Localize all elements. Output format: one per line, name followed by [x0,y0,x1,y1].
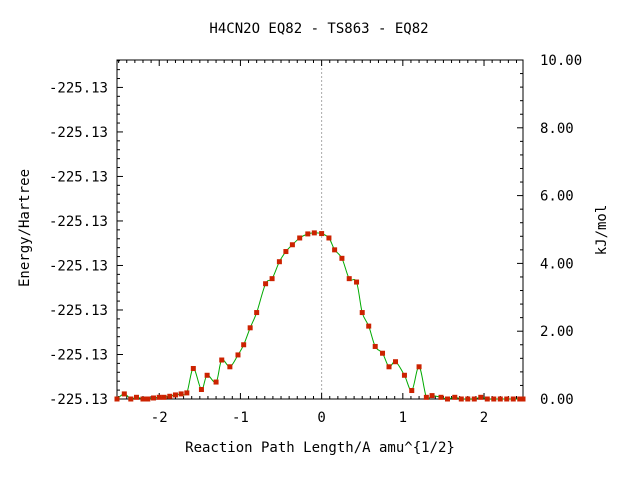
left-tick-label: -225.13 [49,347,108,363]
left-tick-label: -225.13 [49,125,108,141]
data-point [145,396,151,402]
data-point [484,396,490,402]
data-point [190,365,196,371]
right-tick-label: 8.00 [540,121,574,137]
data-point [332,247,338,253]
right-axis-ticks: 0.00 2.00 4.00 6.00 8.00 10.00 [517,53,582,408]
x-tick-label: -1 [232,410,249,426]
data-point [269,276,275,282]
data-point [326,235,332,241]
data-point [114,396,120,402]
x-tick-label: -2 [151,410,168,426]
data-point [247,325,253,331]
x-tick-label: 2 [480,410,488,426]
energy-series [114,230,526,402]
data-point [359,310,365,316]
data-point [465,396,471,402]
right-tick-label: 4.00 [540,256,574,272]
data-point [429,393,435,399]
data-point [161,394,167,400]
data-point [235,352,241,358]
data-point [289,242,295,248]
data-point [471,396,477,402]
data-point [510,396,516,402]
data-point [366,323,372,329]
data-point [372,343,378,349]
data-point [491,396,497,402]
data-point [354,279,360,285]
data-point [241,342,247,348]
data-point [520,396,526,402]
x-axis-label: Reaction Path Length/A amu^{1/2} [185,440,455,456]
left-tick-label: -225.13 [49,169,108,185]
data-point [297,235,303,241]
data-point [438,394,444,400]
data-point [504,396,510,402]
data-point [219,357,225,363]
data-point [121,391,127,397]
data-point [198,387,204,393]
data-point [339,255,345,261]
left-tick-label: -225.13 [49,303,108,319]
x-tick-label: 0 [317,410,325,426]
data-point [140,396,146,402]
data-point [409,388,415,394]
plot-frame [116,59,524,400]
left-tick-label: -225.13 [49,214,108,230]
left-tick-label: -225.13 [49,392,108,408]
plot-border [116,59,524,400]
left-tick-label: -225.13 [49,80,108,96]
data-point [380,350,386,356]
data-point [393,359,399,365]
energy-curve [116,232,523,400]
data-point [128,396,134,402]
data-point [416,364,422,370]
data-point [386,364,392,370]
data-point [172,392,178,398]
data-point [458,396,464,402]
x-tick-label: 1 [399,410,407,426]
data-point [167,393,173,399]
data-point [478,394,484,400]
data-point [156,394,162,400]
data-point [276,259,282,265]
right-tick-label: 0.00 [540,392,574,408]
left-axis-ticks: -225.13 -225.13 -225.13 -225.13 -225.13 -225.… [49,60,123,408]
data-point [133,394,139,400]
x-axis-ticks: -2 -1 0 1 2 [118,60,518,426]
data-point [204,372,210,378]
data-point [263,281,269,287]
right-tick-label: 10.00 [540,53,582,69]
data-point [227,364,233,370]
right-tick-label: 6.00 [540,189,574,205]
right-tick-label: 2.00 [540,324,574,340]
data-point [178,391,184,397]
data-point [517,396,523,402]
data-point [401,372,407,378]
data-point [346,276,352,282]
data-point [497,396,503,402]
left-axis-label: Energy/Hartree [17,169,33,287]
right-axis-label: kJ/mol [594,205,610,256]
chart-title: H4CN2O EQ82 - TS863 - EQ82 [209,21,428,37]
left-tick-label: -225.13 [49,258,108,274]
data-point [305,231,311,237]
data-point [311,230,317,236]
data-point [213,379,219,385]
data-point [283,249,289,255]
data-point [319,231,325,237]
data-point [184,390,190,396]
data-point [254,310,260,316]
data-point [444,396,450,402]
data-point [452,394,458,400]
data-point [151,395,157,401]
data-point [423,394,429,400]
